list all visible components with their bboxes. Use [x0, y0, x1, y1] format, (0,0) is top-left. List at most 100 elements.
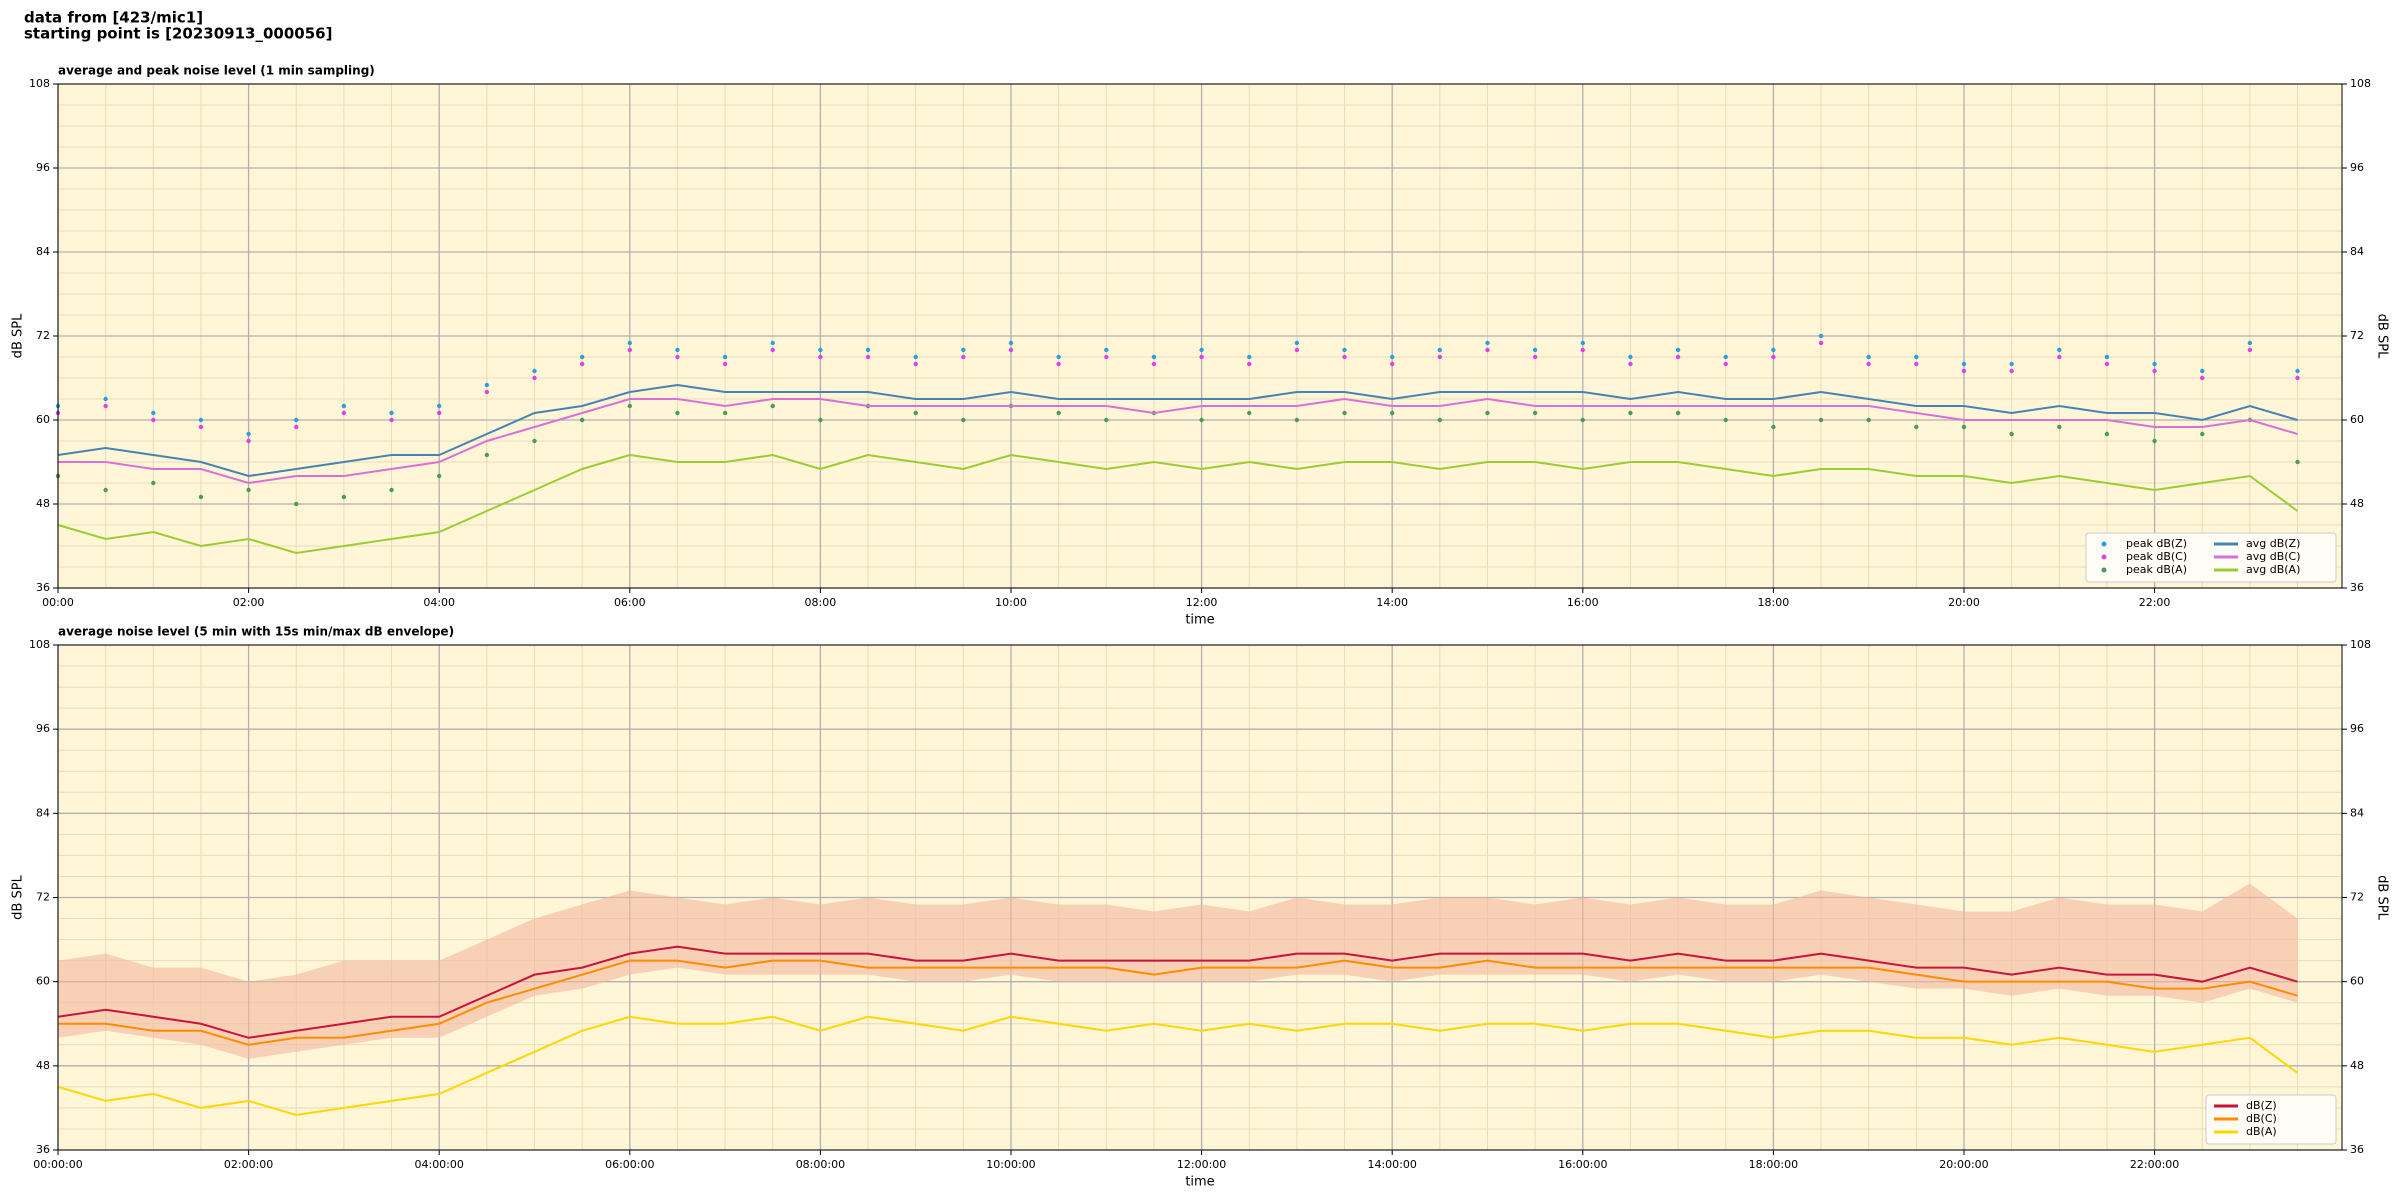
peak-dot: [1437, 354, 1443, 360]
peak-dot: [1866, 354, 1871, 360]
peak-dot: [579, 417, 585, 423]
peak-dot: [1247, 354, 1252, 360]
peak-dot: [1675, 410, 1681, 416]
peak-dot: [1818, 340, 1824, 346]
x-tick-label: 08:00: [805, 596, 837, 609]
peak-dot: [1008, 340, 1014, 346]
y-tick-label: 48: [36, 497, 50, 510]
peak-dot: [1294, 417, 1300, 423]
y2-tick-label: 36: [2350, 581, 2364, 594]
peak-dot: [1437, 417, 1443, 423]
legend-box: [2085, 532, 2337, 583]
y-tick-label: 96: [36, 161, 50, 174]
peak-dot: [1199, 417, 1204, 423]
peak-dot: [1342, 410, 1347, 416]
legend-label: peak dB(A): [2126, 563, 2187, 576]
peak-dot: [1628, 354, 1633, 360]
peak-dot: [103, 487, 108, 493]
peak-dot: [1294, 347, 1300, 353]
peak-dot: [436, 403, 442, 409]
peak-dot: [436, 410, 442, 416]
peak-dot: [2009, 361, 2014, 367]
y-tick-label: 72: [36, 891, 50, 904]
header-line: data from [423/mic1]: [24, 9, 203, 27]
x-tick-label: 04:00:00: [414, 1158, 463, 1171]
legend-marker: [2101, 554, 2107, 560]
peak-dot: [1723, 354, 1728, 360]
legend-box: [2205, 1094, 2337, 1145]
y-tick-label: 72: [36, 329, 50, 342]
y2-tick-label: 108: [2350, 638, 2371, 651]
peak-dot: [579, 354, 585, 360]
y2-axis-label: dB SPL: [2375, 314, 2390, 359]
peak-dot: [1675, 354, 1681, 360]
x-tick-label: 18:00:00: [1749, 1158, 1798, 1171]
legend-label: dB(A): [2246, 1125, 2277, 1138]
x-tick-label: 18:00: [1758, 596, 1790, 609]
legend-marker: [2101, 567, 2107, 573]
peak-dot: [341, 410, 347, 416]
x-tick-label: 16:00:00: [1558, 1158, 1607, 1171]
plot-frame: [57, 644, 2343, 1151]
legend-label: avg dB(Z): [2246, 537, 2300, 550]
x-tick-label: 06:00:00: [605, 1158, 654, 1171]
y-tick-label: 36: [36, 1143, 50, 1156]
peak-dot: [532, 368, 537, 374]
peak-dot: [1866, 417, 1871, 423]
x-tick-label: 00:00:00: [33, 1158, 82, 1171]
legend-label: avg dB(C): [2246, 550, 2301, 563]
peak-dot: [818, 354, 823, 360]
peak-dot: [1914, 361, 1919, 367]
peak-dot: [722, 354, 728, 360]
peak-dot: [2104, 354, 2110, 360]
y-tick-label: 84: [36, 806, 50, 819]
peak-dot: [1342, 347, 1347, 353]
peak-dot: [961, 354, 966, 360]
peak-dot: [294, 501, 299, 507]
legend-label: dB(Z): [2246, 1099, 2277, 1112]
peak-dot: [484, 452, 490, 458]
header-line: starting point is [20230913_000056]: [24, 25, 332, 43]
peak-dot: [2247, 340, 2253, 346]
x-tick-label: 16:00: [1567, 596, 1599, 609]
peak-dot: [2152, 368, 2157, 374]
peak-dot: [2295, 459, 2300, 465]
peak-dot: [2200, 375, 2205, 381]
y-tick-label: 60: [36, 413, 50, 426]
y-tick-label: 108: [29, 638, 50, 651]
y-axis-label: dB SPL: [11, 874, 26, 919]
y2-tick-label: 60: [2350, 975, 2364, 988]
peak-dot: [151, 480, 156, 486]
peak-dot: [1485, 410, 1490, 416]
peak-dot: [1532, 410, 1538, 416]
y2-tick-label: 36: [2350, 1143, 2364, 1156]
y-tick-label: 84: [36, 245, 50, 258]
chart-title: average noise level (5 min with 15s min/…: [58, 625, 454, 639]
peak-dot: [913, 361, 918, 367]
y2-tick-label: 84: [2350, 245, 2364, 258]
series-line: [58, 959, 2298, 1046]
peak-dot: [865, 347, 871, 353]
y-tick-label: 60: [36, 975, 50, 988]
peak-dot: [2200, 431, 2205, 437]
peak-dot: [722, 361, 728, 367]
peak-dot: [484, 389, 490, 395]
peak-dot: [389, 487, 394, 493]
x-tick-label: 14:00: [1376, 596, 1408, 609]
series-line: [57, 945, 2298, 1039]
peak-dot: [2152, 361, 2157, 367]
peak-dot: [1485, 340, 1490, 346]
peak-dot: [1580, 340, 1585, 346]
peak-dot: [675, 354, 680, 360]
x-axis-label: time: [1185, 1175, 1214, 1190]
y2-axis-label: dB SPL: [2375, 875, 2390, 920]
peak-dot: [484, 382, 490, 388]
peak-dot: [1961, 361, 1967, 367]
peak-dot: [1961, 368, 1967, 374]
peak-dot: [865, 354, 871, 360]
peak-dot: [1818, 417, 1824, 423]
peak-dot: [1389, 410, 1395, 416]
peak-dot: [818, 347, 823, 353]
peak-dot: [1675, 347, 1681, 353]
peak-dot: [1628, 361, 1633, 367]
